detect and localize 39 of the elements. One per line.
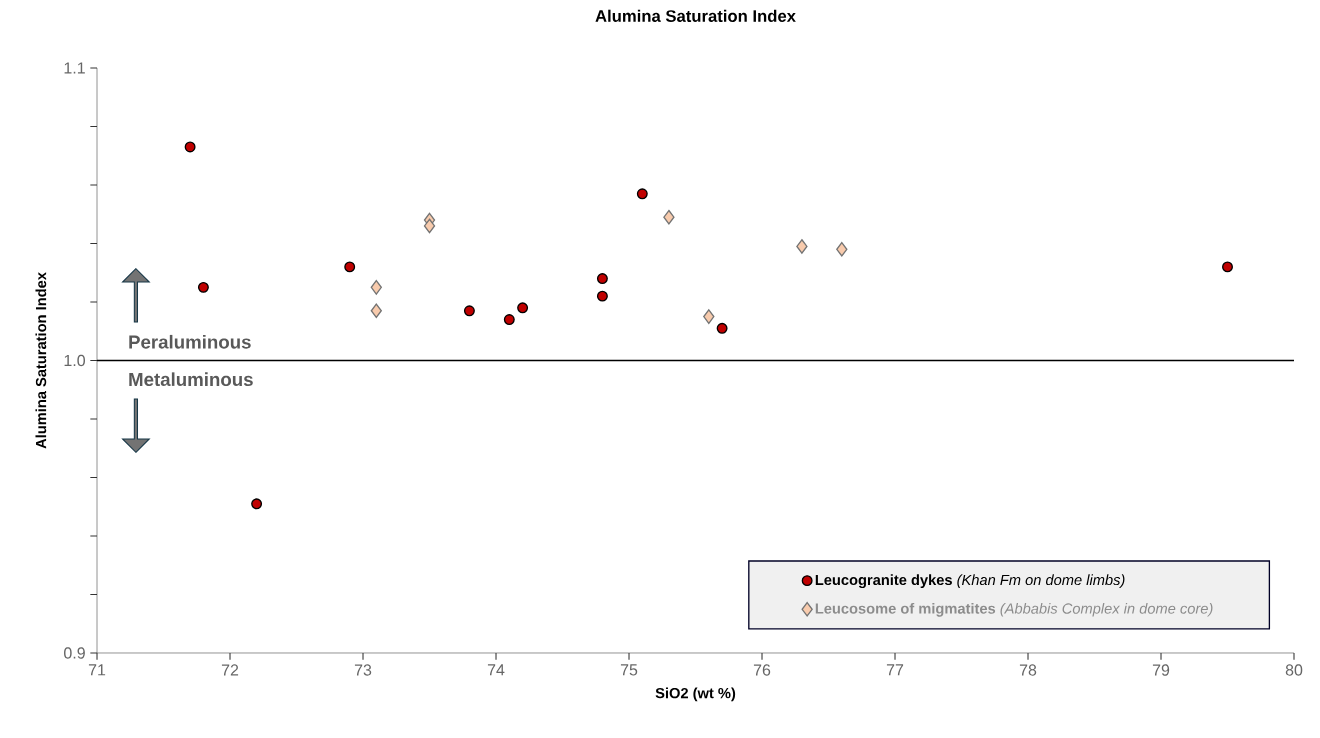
point bbox=[596, 290, 608, 302]
x-tick-label: 79 bbox=[1152, 664, 1170, 676]
legend-label: Leucogranite dykes (Khan Fm on dome limbs) bbox=[815, 574, 1125, 589]
y-tick-label: 1.0 bbox=[64, 354, 86, 367]
y-tick-label: 1.1 bbox=[64, 62, 85, 74]
point bbox=[184, 141, 196, 153]
x-tick-label: 77 bbox=[886, 664, 904, 676]
point bbox=[663, 209, 675, 225]
point bbox=[1222, 261, 1233, 273]
chart-title: Alumina Saturation Index bbox=[595, 9, 796, 22]
x-tick-label: 76 bbox=[753, 664, 771, 676]
point bbox=[716, 322, 728, 334]
point bbox=[251, 498, 263, 510]
point bbox=[596, 273, 608, 285]
point bbox=[636, 188, 648, 200]
x-tick-label: 78 bbox=[1019, 664, 1037, 676]
point bbox=[370, 303, 382, 319]
y-axis-title: Alumina Saturation Index bbox=[35, 272, 47, 449]
point bbox=[703, 309, 715, 324]
x-tick-label: 72 bbox=[221, 664, 239, 676]
x-axis-title: SiO2 (wt %) bbox=[655, 687, 736, 702]
point bbox=[197, 281, 209, 293]
point bbox=[344, 261, 356, 273]
point bbox=[836, 242, 848, 257]
x-tick-label: 73 bbox=[354, 664, 372, 676]
annotation: Peraluminous bbox=[129, 334, 251, 349]
x-tick-label: 80 bbox=[1285, 664, 1303, 676]
point bbox=[423, 218, 436, 234]
point bbox=[370, 280, 382, 295]
legend-label: Leucosome of migmatites (Abbabis Complex in dome core) bbox=[815, 602, 1213, 617]
y-tick-label: 0.9 bbox=[64, 647, 85, 659]
annotation: Metaluminous bbox=[129, 372, 253, 387]
point bbox=[503, 314, 515, 326]
point bbox=[463, 305, 475, 317]
point bbox=[796, 239, 808, 254]
x-tick-label: 75 bbox=[620, 664, 638, 676]
x-tick-label: 74 bbox=[487, 664, 505, 676]
x-tick-label: 71 bbox=[88, 664, 106, 676]
point bbox=[517, 302, 529, 314]
